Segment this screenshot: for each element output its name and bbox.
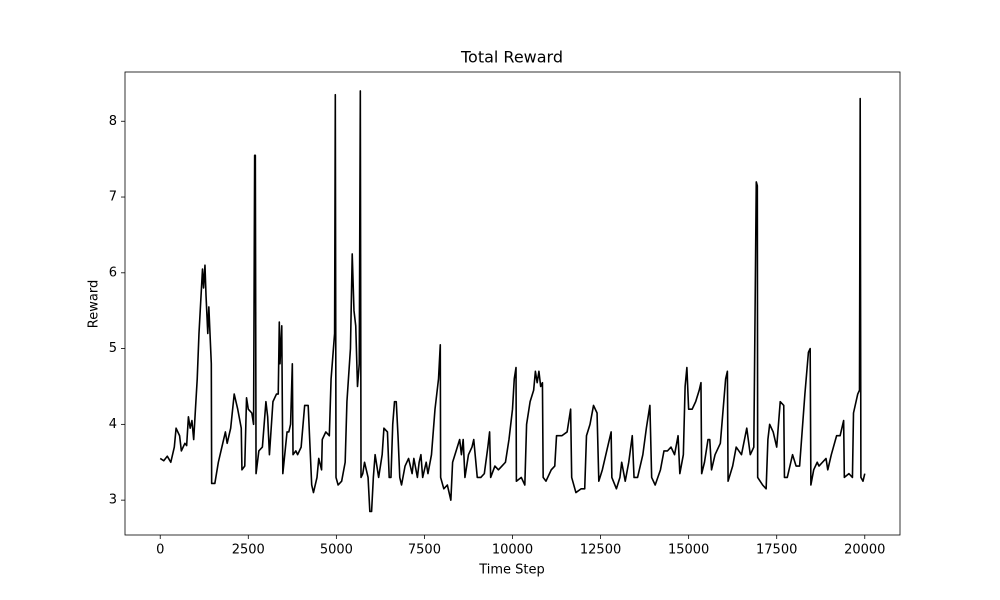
x-tick-label: 5000 [320, 543, 353, 558]
y-tick-label: 4 [109, 417, 117, 432]
x-tick-label: 12500 [580, 543, 621, 558]
y-axis-label: Reward [87, 280, 102, 328]
x-tick-label: 0 [156, 543, 164, 558]
chart-title: Total Reward [460, 48, 563, 67]
y-tick-label: 8 [109, 114, 117, 129]
y-tick-label: 7 [109, 190, 117, 205]
x-tick-label: 10000 [492, 543, 533, 558]
data-line [159, 90, 866, 513]
x-tick-label: 7500 [408, 543, 441, 558]
x-tick-label: 20000 [844, 543, 885, 558]
y-tick-label: 6 [109, 265, 117, 280]
x-tick-label: 17500 [756, 543, 797, 558]
x-tick-label: 2500 [232, 543, 265, 558]
y-tick-label: 5 [109, 341, 117, 356]
x-tick-label: 15000 [668, 543, 709, 558]
y-tick-label: 3 [109, 493, 117, 508]
x-axis-label: Time Step [478, 563, 545, 578]
